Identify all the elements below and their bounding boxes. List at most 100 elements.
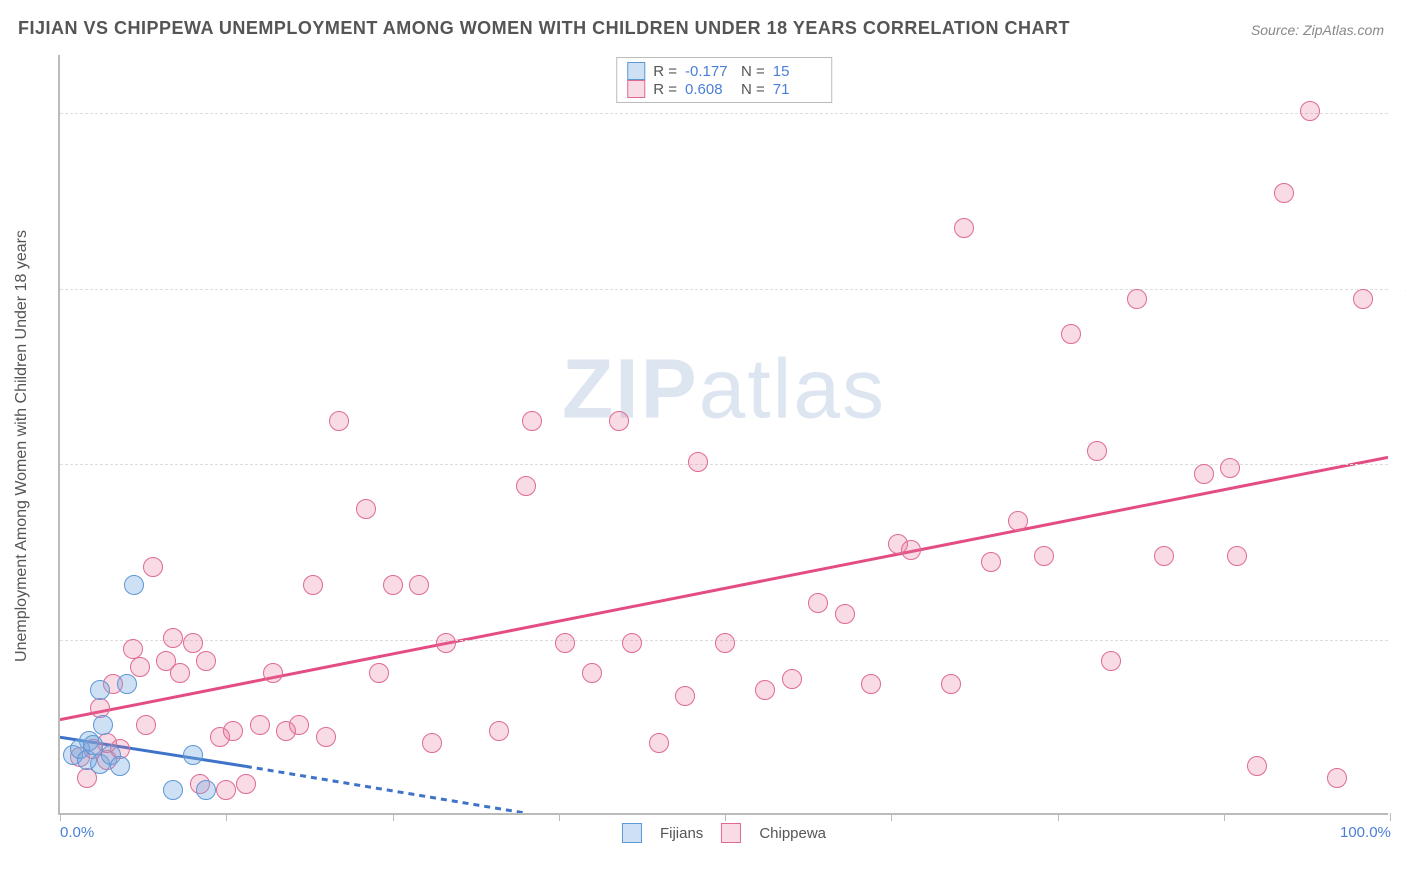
- x-tick: [60, 813, 61, 821]
- x-tick: [1224, 813, 1225, 821]
- x-tick-label: 0.0%: [60, 824, 94, 841]
- data-point-chippewa: [263, 663, 283, 683]
- data-point-chippewa: [1061, 324, 1081, 344]
- data-point-fijians: [196, 780, 216, 800]
- x-tick-label: 100.0%: [1340, 824, 1391, 841]
- data-point-chippewa: [409, 575, 429, 595]
- data-point-fijians: [110, 756, 130, 776]
- data-point-chippewa: [303, 575, 323, 595]
- data-point-chippewa: [649, 733, 669, 753]
- y-axis-title: Unemployment Among Women with Children U…: [13, 230, 31, 662]
- scatter-chart: ZIPatlas R = -0.177 N = 15 R = 0.608 N =…: [58, 55, 1388, 815]
- data-point-chippewa: [861, 674, 881, 694]
- watermark-zip: ZIP: [562, 341, 699, 435]
- source-attribution: Source: ZipAtlas.com: [1251, 22, 1384, 38]
- r-label: R =: [653, 63, 677, 80]
- data-point-chippewa: [196, 651, 216, 671]
- r-value-chippewa: 0.608: [685, 81, 733, 98]
- x-tick: [559, 813, 560, 821]
- series-legend: Fijians Chippewa: [622, 823, 826, 843]
- data-point-chippewa: [1300, 101, 1320, 121]
- r-label: R =: [653, 81, 677, 98]
- data-point-fijians: [93, 715, 113, 735]
- data-point-chippewa: [1127, 289, 1147, 309]
- legend-label-fijians: Fijians: [660, 825, 703, 842]
- gridline: [60, 289, 1388, 290]
- data-point-chippewa: [1008, 511, 1028, 531]
- data-point-chippewa: [901, 540, 921, 560]
- swatch-fijians: [627, 62, 645, 80]
- legend-swatch-fijians: [622, 823, 642, 843]
- data-point-chippewa: [183, 633, 203, 653]
- r-value-fijians: -0.177: [685, 63, 733, 80]
- gridline: [60, 464, 1388, 465]
- data-point-chippewa: [675, 686, 695, 706]
- data-point-chippewa: [236, 774, 256, 794]
- chart-title: FIJIAN VS CHIPPEWA UNEMPLOYMENT AMONG WO…: [18, 18, 1070, 39]
- data-point-chippewa: [422, 733, 442, 753]
- data-point-chippewa: [941, 674, 961, 694]
- data-point-chippewa: [609, 411, 629, 431]
- data-point-chippewa: [516, 476, 536, 496]
- data-point-chippewa: [163, 628, 183, 648]
- x-tick: [393, 813, 394, 821]
- watermark-atlas: atlas: [699, 341, 886, 435]
- x-tick: [891, 813, 892, 821]
- x-tick: [1058, 813, 1059, 821]
- data-point-chippewa: [143, 557, 163, 577]
- data-point-chippewa: [835, 604, 855, 624]
- data-point-chippewa: [136, 715, 156, 735]
- data-point-fijians: [117, 674, 137, 694]
- data-point-chippewa: [1220, 458, 1240, 478]
- data-point-chippewa: [522, 411, 542, 431]
- data-point-chippewa: [954, 218, 974, 238]
- data-point-chippewa: [316, 727, 336, 747]
- gridline: [60, 113, 1388, 114]
- data-point-chippewa: [1087, 441, 1107, 461]
- data-point-chippewa: [489, 721, 509, 741]
- data-point-chippewa: [130, 657, 150, 677]
- data-point-chippewa: [688, 452, 708, 472]
- data-point-chippewa: [356, 499, 376, 519]
- data-point-chippewa: [1154, 546, 1174, 566]
- data-point-fijians: [163, 780, 183, 800]
- data-point-fijians: [90, 680, 110, 700]
- data-point-chippewa: [1101, 651, 1121, 671]
- data-point-chippewa: [582, 663, 602, 683]
- legend-label-chippewa: Chippewa: [759, 825, 826, 842]
- n-label: N =: [741, 63, 765, 80]
- data-point-chippewa: [1247, 756, 1267, 776]
- data-point-chippewa: [216, 780, 236, 800]
- x-tick: [226, 813, 227, 821]
- data-point-chippewa: [782, 669, 802, 689]
- legend-swatch-chippewa: [721, 823, 741, 843]
- data-point-chippewa: [170, 663, 190, 683]
- data-point-chippewa: [622, 633, 642, 653]
- data-point-chippewa: [1353, 289, 1373, 309]
- swatch-chippewa: [627, 80, 645, 98]
- data-point-chippewa: [436, 633, 456, 653]
- data-point-chippewa: [1194, 464, 1214, 484]
- data-point-chippewa: [555, 633, 575, 653]
- data-point-chippewa: [755, 680, 775, 700]
- n-value-chippewa: 71: [773, 81, 821, 98]
- data-point-fijians: [124, 575, 144, 595]
- data-point-chippewa: [1274, 183, 1294, 203]
- data-point-chippewa: [715, 633, 735, 653]
- correlation-row-fijians: R = -0.177 N = 15: [627, 62, 821, 80]
- x-tick: [725, 813, 726, 821]
- data-point-chippewa: [1034, 546, 1054, 566]
- data-point-chippewa: [329, 411, 349, 431]
- n-value-fijians: 15: [773, 63, 821, 80]
- data-point-fijians: [183, 745, 203, 765]
- n-label: N =: [741, 81, 765, 98]
- data-point-chippewa: [369, 663, 389, 683]
- data-point-chippewa: [383, 575, 403, 595]
- data-point-chippewa: [1327, 768, 1347, 788]
- data-point-chippewa: [1227, 546, 1247, 566]
- data-point-chippewa: [981, 552, 1001, 572]
- x-tick: [1390, 813, 1391, 821]
- data-point-chippewa: [250, 715, 270, 735]
- correlation-legend: R = -0.177 N = 15 R = 0.608 N = 71: [616, 57, 832, 103]
- trend-lines: [60, 55, 1388, 813]
